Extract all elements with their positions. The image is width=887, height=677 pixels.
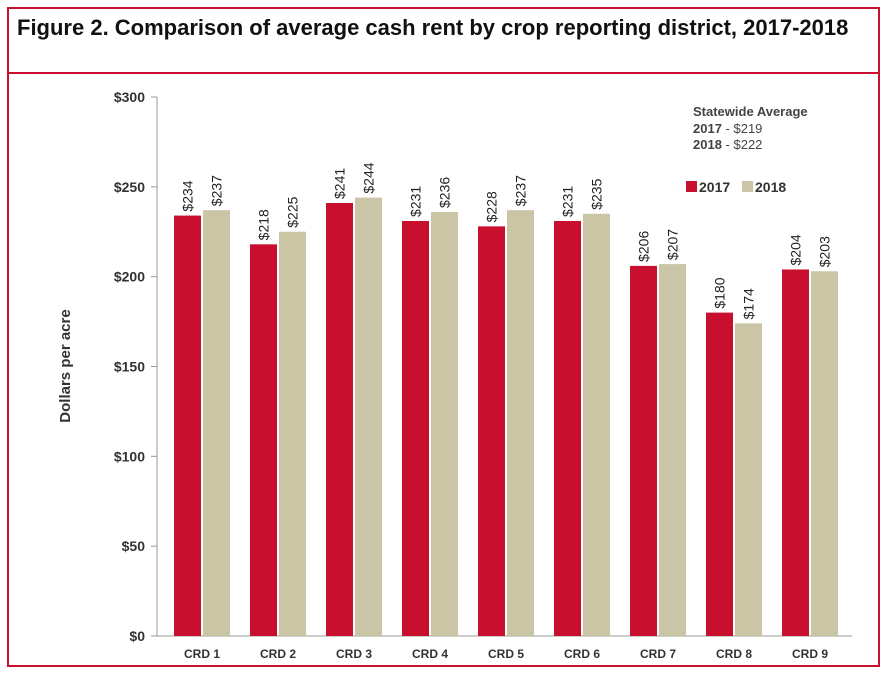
value-label: $228 xyxy=(484,191,500,222)
legend-swatch xyxy=(742,181,753,192)
value-label: $206 xyxy=(636,231,652,262)
bar xyxy=(554,220,581,636)
x-tick-label: CRD 5 xyxy=(488,647,524,661)
value-label: $237 xyxy=(513,175,529,206)
bar xyxy=(431,211,458,636)
value-label: $236 xyxy=(437,177,453,208)
annotation-year: 2017 xyxy=(693,121,722,136)
value-label: $235 xyxy=(589,178,605,209)
bar xyxy=(630,265,657,636)
bar xyxy=(326,203,353,636)
y-tick-label: $100 xyxy=(114,448,145,464)
bar xyxy=(811,271,838,636)
x-tick-label: CRD 8 xyxy=(716,647,752,661)
y-axis-label: Dollars per acre xyxy=(57,309,74,422)
legend-label: 2017 xyxy=(699,179,730,195)
bar xyxy=(507,210,534,636)
legend-swatch xyxy=(686,181,697,192)
bar xyxy=(402,220,429,636)
annotation-year: 2018 xyxy=(693,137,722,152)
value-label: $231 xyxy=(560,186,576,217)
annotation-text: - $222 xyxy=(726,137,763,152)
value-label: $225 xyxy=(285,196,301,227)
bar xyxy=(782,269,809,636)
chart-title: Figure 2. Comparison of average cash ren… xyxy=(9,9,880,74)
bar xyxy=(174,215,201,636)
value-label: $218 xyxy=(256,209,272,240)
value-label: $244 xyxy=(361,162,377,193)
value-label: $180 xyxy=(712,277,728,308)
annotation-text: - $219 xyxy=(726,121,763,136)
value-label: $203 xyxy=(817,236,833,267)
y-tick-label: $50 xyxy=(122,538,146,554)
value-label: $231 xyxy=(408,186,424,217)
x-tick-label: CRD 9 xyxy=(792,647,828,661)
annotation-line: 2017 - $219 xyxy=(693,121,762,136)
value-label: $207 xyxy=(665,229,681,260)
y-tick-label: $150 xyxy=(114,359,145,375)
y-tick-label: $300 xyxy=(114,89,145,105)
frame: Figure 2. Comparison of average cash ren… xyxy=(7,7,880,667)
annotation-line: 2018 - $222 xyxy=(693,137,762,152)
x-tick-label: CRD 3 xyxy=(336,647,372,661)
legend-label: 2018 xyxy=(755,179,786,195)
annotation-title: Statewide Average xyxy=(693,104,808,119)
x-tick-label: CRD 6 xyxy=(564,647,600,661)
x-tick-label: CRD 7 xyxy=(640,647,676,661)
bar xyxy=(735,323,762,636)
value-label: $234 xyxy=(180,180,196,211)
bar xyxy=(583,213,610,637)
x-tick-label: CRD 2 xyxy=(260,647,296,661)
bar xyxy=(279,231,306,636)
bar xyxy=(659,264,686,636)
bar xyxy=(478,226,505,637)
x-tick-label: CRD 1 xyxy=(184,647,220,661)
x-tick-label: CRD 4 xyxy=(412,647,448,661)
bar xyxy=(203,210,230,636)
value-label: $174 xyxy=(741,288,757,319)
value-label: $237 xyxy=(209,175,225,206)
y-tick-label: $200 xyxy=(114,269,145,285)
bar xyxy=(706,312,733,636)
y-tick-label: $250 xyxy=(114,179,145,195)
value-label: $241 xyxy=(332,168,348,199)
bar xyxy=(355,197,382,636)
bar xyxy=(250,244,277,636)
y-tick-label: $0 xyxy=(129,628,145,644)
value-label: $204 xyxy=(788,234,804,265)
